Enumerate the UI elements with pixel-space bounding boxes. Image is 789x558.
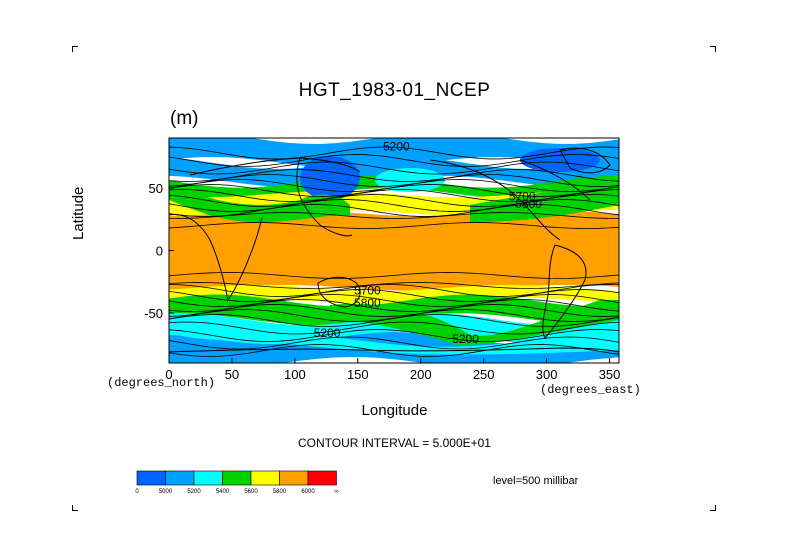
contour-line [169,336,619,350]
colorbar-swatch [165,470,195,486]
low-center-north-pacific [520,148,600,172]
contour-line [169,154,619,167]
contour-interval-text: CONTOUR INTERVAL = 5.000E+01 [298,436,491,450]
coast-africa [169,213,263,301]
contour-label-0: 5200 [383,140,410,154]
contour-line [169,174,619,187]
x-tick-label: 50 [225,367,239,382]
contour-line [169,184,619,197]
x-tick-label: 350 [599,367,621,382]
coast-antarctica [169,347,619,353]
corner-mark-top-right [710,46,716,52]
colorbar-label: 5400 [216,489,230,495]
contour-line [169,282,619,289]
contour-line [169,321,619,335]
chart-units: (m) [170,108,199,129]
colorbar-label: 0 [135,489,139,495]
contour-line [169,294,619,307]
colorbar-swatch [193,470,223,486]
green-trough-east [470,178,619,222]
band-5600-5800 [169,285,619,304]
x-tick-label: 0 [165,367,172,382]
band-5800-6000 [169,210,619,291]
x-tick-label: 300 [536,367,558,382]
antarctic-high-west [175,324,285,340]
corner-mark-bottom-left [72,505,78,511]
contour-line [169,272,619,279]
coast-australia [317,276,361,308]
x-axis-label: Longitude [361,402,428,419]
contour-lines [169,146,619,357]
green-trough-west [169,180,350,222]
x-tick-label: 200 [410,367,432,382]
contour-line [169,304,619,317]
contour-line [169,344,619,357]
colorbar-swatch [279,470,309,486]
contour-line [169,146,619,160]
contour-line [169,314,619,327]
x-tick-label: 250 [473,367,495,382]
contour-label-2: 5800 [515,197,542,211]
y-tick-label: 50 [149,181,163,196]
band-5000-5200 [169,138,619,169]
colorbar-swatch [136,470,166,486]
southern-cyan-band [169,320,619,355]
coast-south-america [542,244,587,339]
corner-mark-top-left [72,46,78,52]
contour-line [169,289,619,302]
x-unit-right-label: (degrees_east) [540,383,641,397]
x-tick-label: 100 [284,367,306,382]
contour-line [169,194,619,207]
axis-tick-labels: 0 50 100 150 200 250 300 350 50 0 -50 [144,181,620,382]
coast-greenland [559,147,611,174]
colorbar-label: 5200 [187,489,201,495]
coast-eurasia [189,157,361,237]
contour-line [169,329,619,342]
colorbar-label: 6000 [301,489,315,495]
colorbar-swatch [222,470,252,486]
contour-label-4: 5200 [452,332,479,346]
colorbar-label: ∞ [334,489,338,495]
x-tick-label: 150 [347,367,369,382]
contour-line [169,199,619,212]
contour-label-1: 5700 [509,190,536,204]
contour-label-6: 5800 [354,296,381,310]
colorbar-label: 5800 [273,489,287,495]
colorbar-swatch [250,470,280,486]
corner-mark-bottom-right [710,505,716,511]
y-tick-label: 0 [156,244,163,259]
axis-ticks [168,187,611,363]
coastlines [169,147,619,353]
level-text: level=500 millibar [493,475,579,487]
contour-line [169,204,619,217]
x-unit-left-label: (degrees_north) [107,376,216,390]
contour-label-5: 5700 [354,283,381,297]
contour-line [169,161,619,175]
coast-north-america [429,159,591,241]
colorbar-label: 5600 [244,489,258,495]
colorbar-label: 5000 [159,489,173,495]
colorbar-swatch [307,470,337,486]
contour-label-3: 5200 [314,326,341,340]
y-tick-label: -50 [144,306,163,321]
contour-line [169,222,619,229]
contour-line [169,212,619,219]
chart-title: HGT_1983-01_NCEP [298,80,491,101]
